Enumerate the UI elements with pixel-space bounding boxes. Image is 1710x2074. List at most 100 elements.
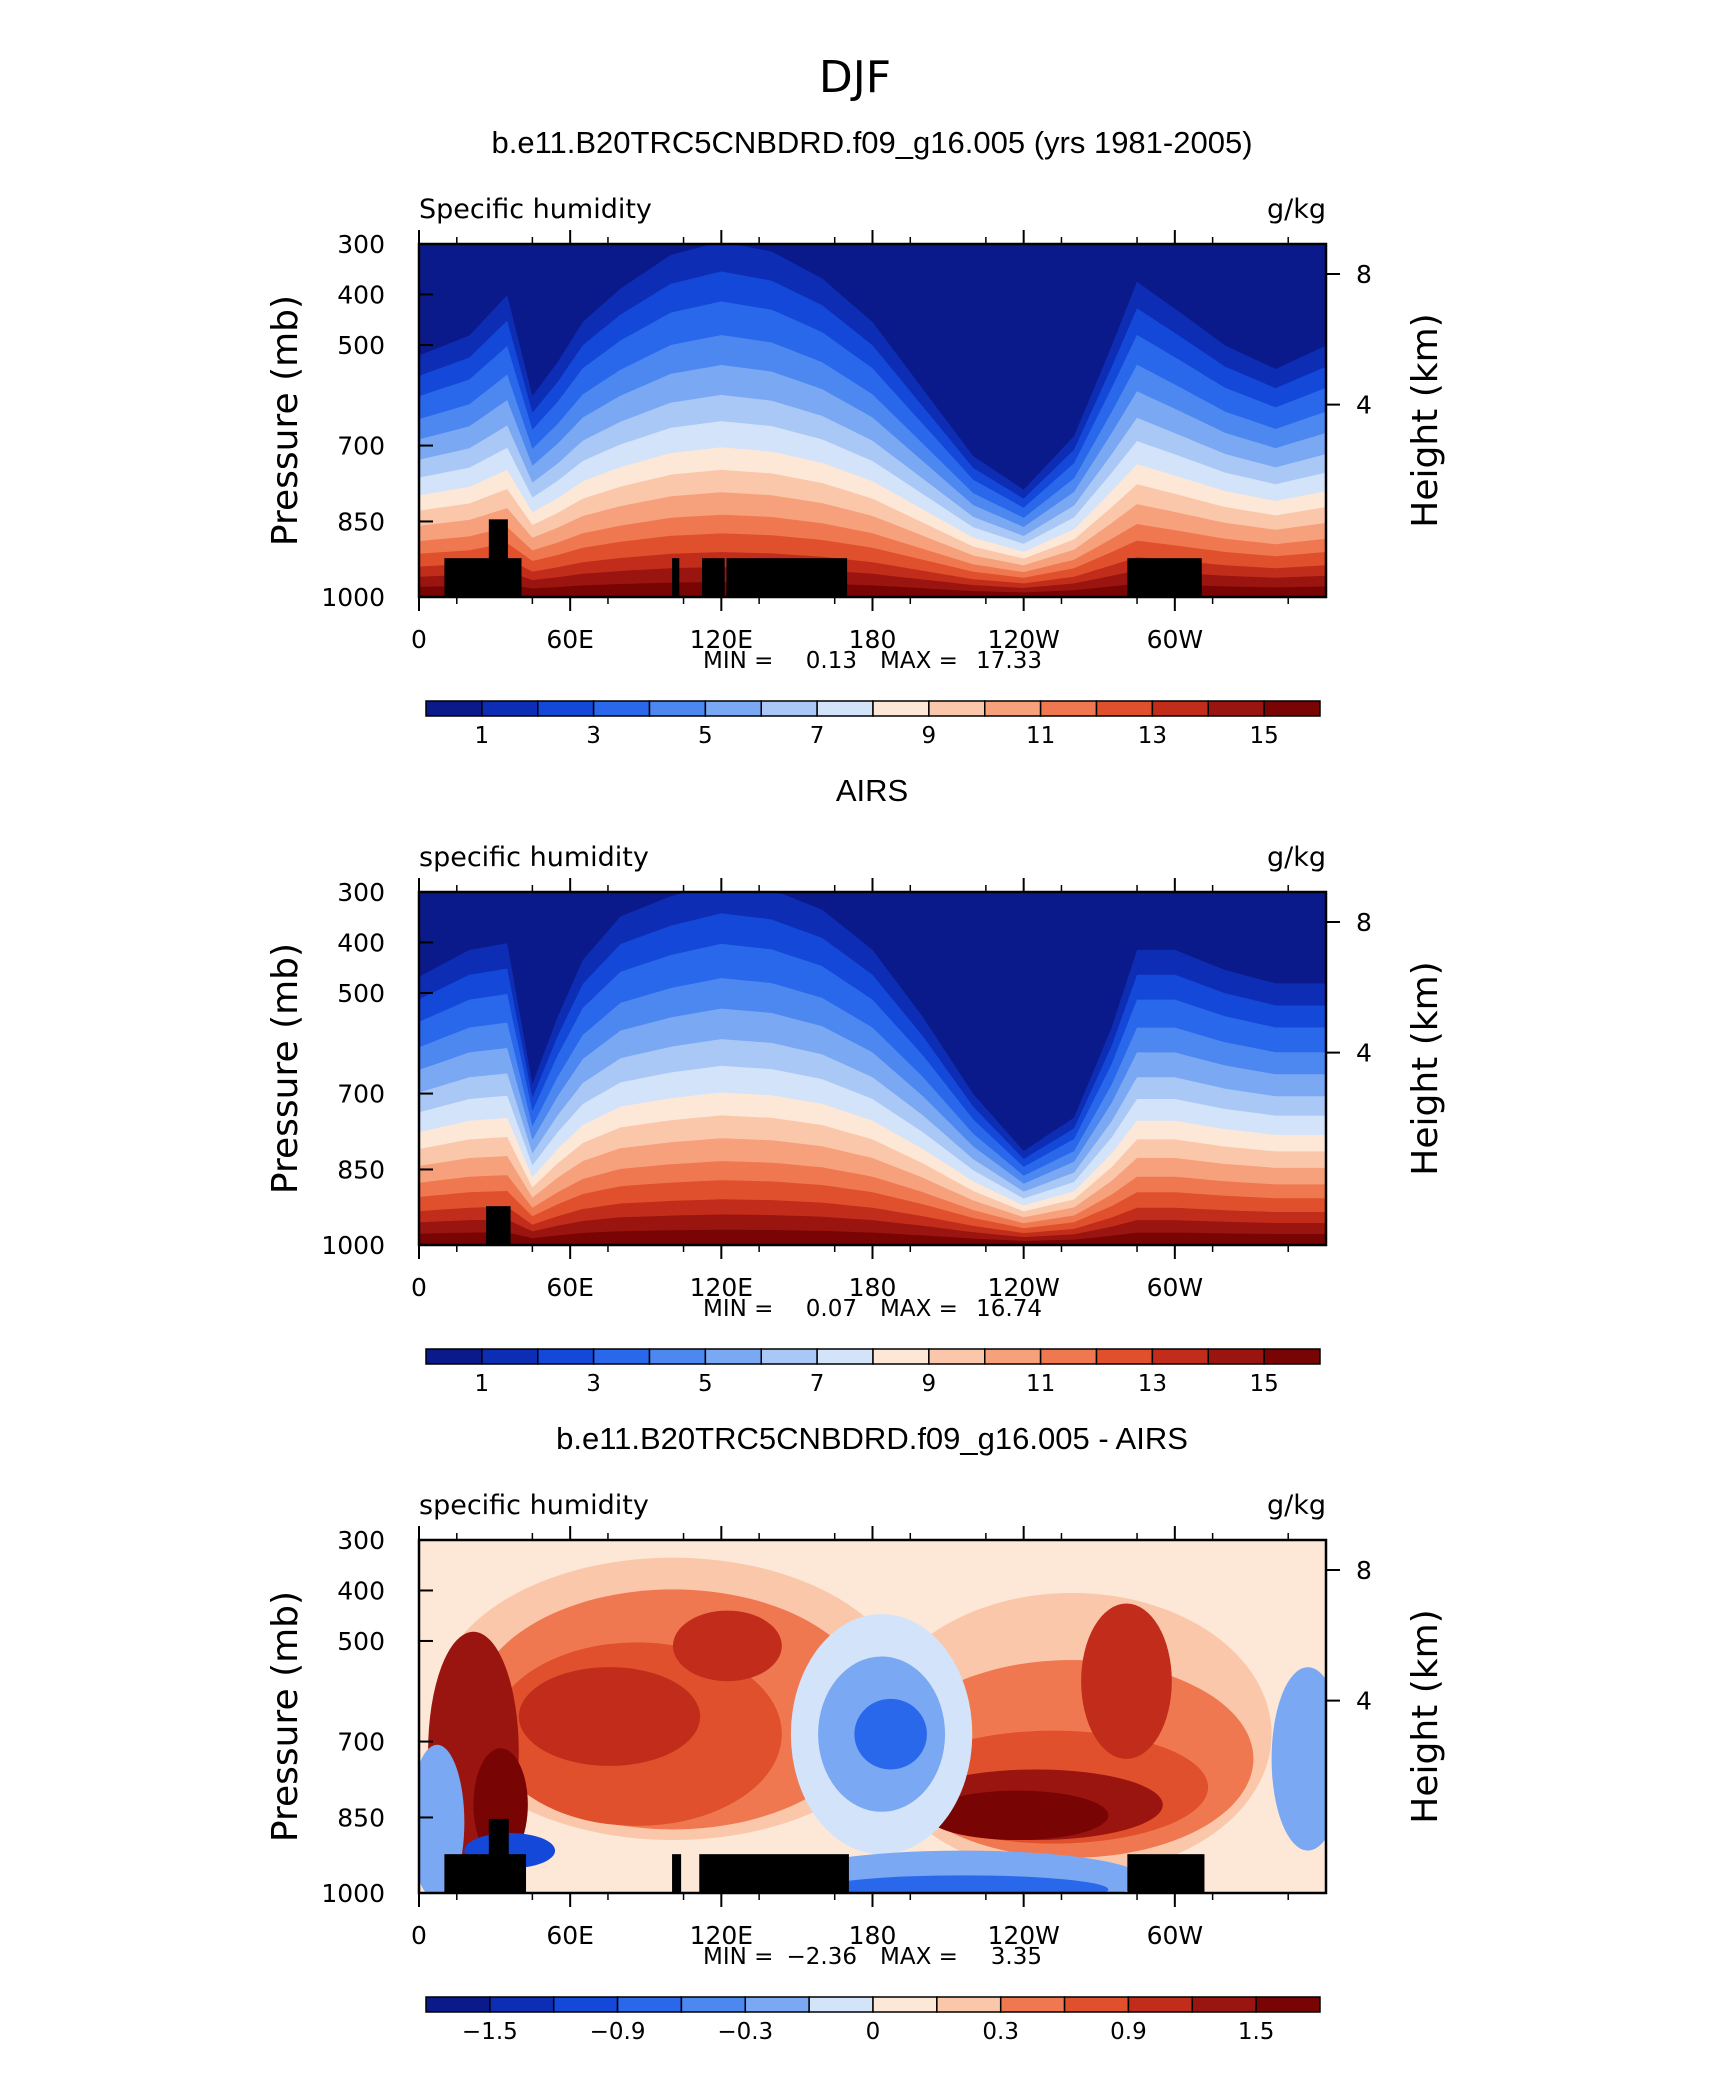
x-tick-label: 0 — [411, 1273, 427, 1302]
min-value: 0.07 — [806, 1296, 857, 1322]
terrain-mask — [488, 1818, 509, 1893]
colorbar-box — [592, 700, 651, 717]
terrain-mask — [488, 519, 508, 597]
y-axis-title: Pressure (mb) — [265, 1591, 306, 1842]
y-axis-title: Pressure (mb) — [265, 943, 306, 1194]
colorbar-box — [616, 1996, 683, 2013]
x-tick-label: 120W — [987, 1921, 1059, 1950]
colorbar-label: 0.3 — [982, 2019, 1019, 2045]
x-tick-label: 120W — [987, 625, 1059, 654]
terrain-mask — [726, 558, 848, 597]
colorbar-box — [872, 1996, 938, 2013]
contour-band — [518, 1667, 701, 1766]
contour-band — [672, 1610, 782, 1682]
y2-axis-title: Height (km) — [1405, 1609, 1446, 1823]
y-tick-label: 850 — [337, 1803, 385, 1832]
y-tick-label: 850 — [337, 507, 385, 536]
colorbar-box — [1263, 1348, 1321, 1365]
x-tick-label: 0 — [411, 1921, 427, 1950]
colorbar-label: 15 — [1249, 1371, 1278, 1397]
y-tick-label: 500 — [337, 331, 385, 360]
y-tick-label: 1000 — [321, 1231, 385, 1260]
y2-tick-label: 4 — [1356, 1039, 1372, 1068]
colorbar-label: 1.5 — [1238, 2019, 1275, 2045]
y2-tick-label: 4 — [1356, 391, 1372, 420]
x-tick-label: 60W — [1147, 1273, 1204, 1302]
max-value: 16.74 — [976, 1296, 1042, 1322]
colorbar-box — [1191, 1996, 1257, 2013]
colorbar-box — [760, 700, 818, 717]
colorbar-box — [1255, 1996, 1321, 2013]
figure-title: DJF — [819, 52, 891, 103]
contour-band — [1081, 1603, 1172, 1759]
units-label: g/kg — [1267, 1490, 1326, 1521]
y-tick-label: 500 — [337, 1627, 385, 1656]
x-tick-label: 120E — [690, 625, 754, 654]
colorbar-box — [425, 1348, 483, 1365]
colorbar-box — [481, 1348, 539, 1365]
colorbar-box — [592, 1348, 651, 1365]
units-label: g/kg — [1267, 842, 1326, 873]
colorbar-label: 15 — [1249, 723, 1278, 749]
max-value: 3.35 — [991, 1944, 1042, 1970]
colorbar-label: 3 — [586, 1371, 601, 1397]
colorbar-label: 13 — [1138, 1371, 1167, 1397]
terrain-mask — [486, 1206, 511, 1245]
y-tick-label: 700 — [337, 1080, 385, 1109]
colorbar-box — [760, 1348, 818, 1365]
colorbar-label: 7 — [810, 723, 825, 749]
y-tick-label: 700 — [337, 1728, 385, 1757]
colorbar-label: 7 — [810, 1371, 825, 1397]
panel-title: AIRS — [836, 773, 908, 808]
colorbar-box — [648, 700, 707, 717]
x-tick-label: 60E — [546, 1273, 594, 1302]
colorbar-box — [425, 700, 483, 717]
y-tick-label: 400 — [337, 1576, 385, 1605]
colorbar-label: 0.9 — [1110, 2019, 1147, 2045]
colorbar-box — [999, 1996, 1066, 2013]
colorbar-box — [928, 1348, 986, 1365]
contour-band — [419, 244, 1326, 490]
y-tick-label: 300 — [337, 878, 385, 907]
colorbar-label: 13 — [1138, 723, 1167, 749]
colorbar-box — [537, 700, 595, 717]
panel-3: b.e11.B20TRC5CNBDRD.f09_g16.005 - AIRS sp… — [265, 1421, 1446, 2045]
colorbar-box — [1039, 1348, 1098, 1365]
colorbar-box — [648, 1348, 707, 1365]
max-label: MAX = — [880, 1296, 958, 1322]
x-tick-label: 180 — [849, 1273, 897, 1302]
y-axis-title: Pressure (mb) — [265, 295, 306, 546]
x-tick-label: 60E — [546, 625, 594, 654]
panel-title: b.e11.B20TRC5CNBDRD.f09_g16.005 (yrs 198… — [491, 125, 1252, 160]
y-tick-label: 1000 — [321, 583, 385, 612]
contour-band — [473, 1748, 528, 1862]
min-value: −2.36 — [787, 1944, 857, 1970]
x-tick-label: 60E — [546, 1921, 594, 1950]
y-tick-label: 1000 — [321, 1879, 385, 1908]
max-label: MAX = — [880, 648, 958, 674]
contour-band — [419, 892, 1326, 1152]
colorbar-box — [552, 1996, 619, 2013]
terrain-mask — [701, 558, 725, 597]
colorbar-box — [1151, 1348, 1209, 1365]
min-label: MIN = — [703, 1944, 773, 1970]
colorbar-label: 11 — [1026, 723, 1055, 749]
colorbar-label: 0 — [866, 2019, 881, 2045]
colorbar-label: 1 — [475, 1371, 490, 1397]
colorbar-box — [1095, 1348, 1154, 1365]
colorbar-box — [1207, 1348, 1265, 1365]
terrain-mask — [672, 558, 680, 597]
colorbar-box — [1063, 1996, 1130, 2013]
min-label: MIN = — [703, 1296, 773, 1322]
contour-band — [926, 1790, 1109, 1841]
colorbar-label: 3 — [586, 723, 601, 749]
colorbar-label: −0.3 — [717, 2019, 773, 2045]
colorbar-box — [425, 1996, 491, 2013]
panel-title: b.e11.B20TRC5CNBDRD.f09_g16.005 - AIRS — [556, 1421, 1188, 1456]
colorbar-box — [1263, 700, 1321, 717]
colorbar-box — [704, 700, 762, 717]
x-tick-label: 120W — [987, 1273, 1059, 1302]
min-label: MIN = — [703, 648, 773, 674]
